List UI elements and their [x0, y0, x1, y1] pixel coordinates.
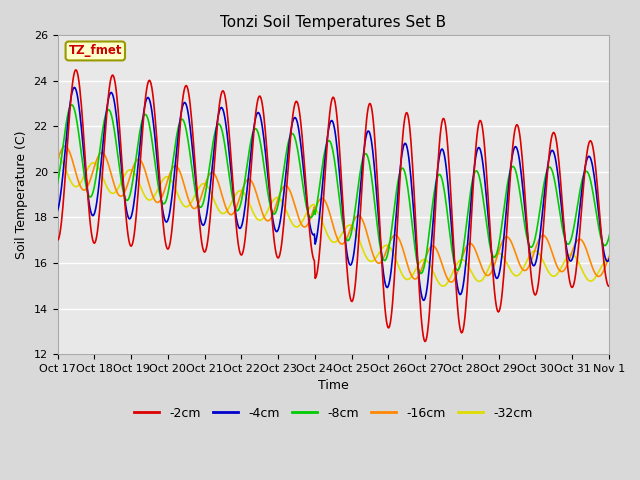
X-axis label: Time: Time: [318, 379, 349, 392]
Text: TZ_fmet: TZ_fmet: [68, 45, 122, 58]
Legend: -2cm, -4cm, -8cm, -16cm, -32cm: -2cm, -4cm, -8cm, -16cm, -32cm: [129, 402, 538, 425]
Y-axis label: Soil Temperature (C): Soil Temperature (C): [15, 131, 28, 259]
Title: Tonzi Soil Temperatures Set B: Tonzi Soil Temperatures Set B: [220, 15, 446, 30]
